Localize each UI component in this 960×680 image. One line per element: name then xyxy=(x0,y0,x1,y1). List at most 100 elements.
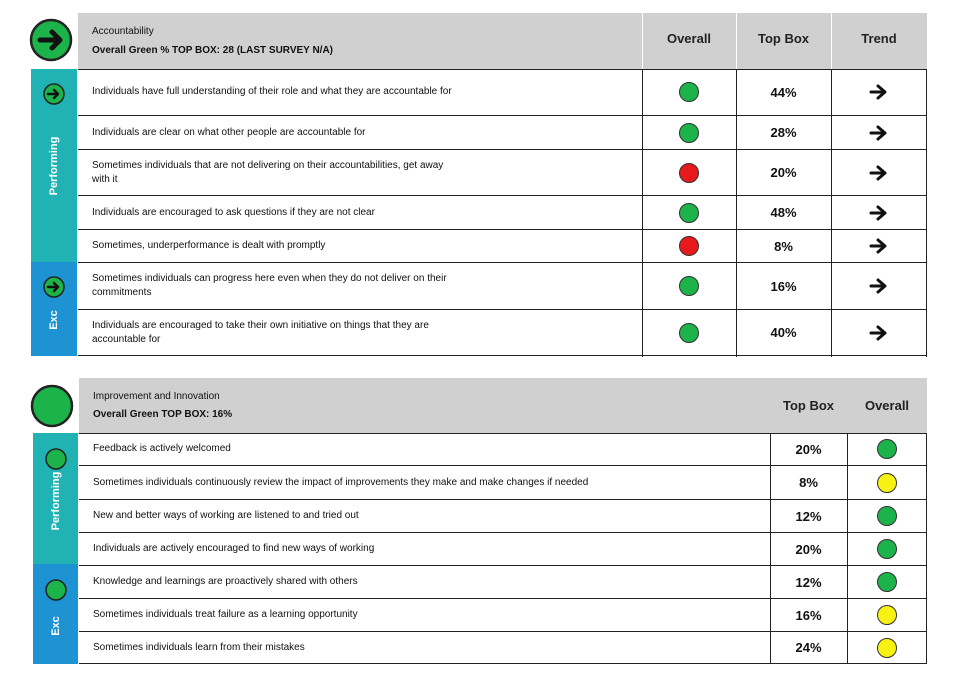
overall-cell xyxy=(642,196,736,229)
section-title: Accountability xyxy=(92,26,154,37)
status-dot-red xyxy=(679,162,699,183)
trend-cell xyxy=(831,263,927,309)
status-dot-green xyxy=(679,82,699,102)
band-label: Exc xyxy=(49,616,62,636)
improvement-status-icon xyxy=(30,384,74,428)
status-dot-green xyxy=(877,506,897,526)
trend-cell xyxy=(831,310,927,355)
top-box-value: 8% xyxy=(799,475,818,490)
overall-cell xyxy=(642,263,736,309)
section-title: Improvement and Innovation xyxy=(93,391,220,402)
overall-cell xyxy=(642,116,736,149)
trend-cell xyxy=(831,69,927,115)
status-dot-green xyxy=(877,572,897,592)
top-box-value: 40% xyxy=(770,325,797,340)
overall-cell xyxy=(847,500,927,532)
statement-text: Sometimes individuals learn from their m… xyxy=(93,641,305,653)
band-label: Performing xyxy=(49,471,62,531)
table-row: Sometimes, underperformance is dealt wit… xyxy=(78,230,927,263)
header-divider xyxy=(736,13,737,69)
col-header-overall: Overall xyxy=(864,398,910,413)
column-divider xyxy=(770,434,771,664)
top-box-value: 20% xyxy=(795,541,822,557)
arrow-right-icon xyxy=(869,164,889,182)
table-row: Sometimes individuals learn from their m… xyxy=(79,632,927,664)
statement-text: Knowledge and learnings are proactively … xyxy=(93,576,358,587)
top-box-value: 8% xyxy=(774,238,793,254)
table-row: Sometimes individuals treat failure as a… xyxy=(79,599,927,632)
overall-cell xyxy=(642,230,736,262)
trend-cell xyxy=(831,116,927,149)
band-exc: Exc xyxy=(31,262,77,356)
column-divider xyxy=(831,70,832,357)
overall-cell xyxy=(847,533,927,565)
accountability-table xyxy=(78,69,927,357)
table-row: Individuals are encouraged to ask questi… xyxy=(78,196,927,230)
status-dot-green xyxy=(877,539,897,559)
top-box-value: 28% xyxy=(770,125,797,140)
arrow-right-icon xyxy=(869,204,889,222)
statement-text: Individuals have full understanding of t… xyxy=(92,86,452,97)
top-box-value: 44% xyxy=(770,84,797,100)
green-circle-icon xyxy=(44,448,67,475)
column-divider xyxy=(642,70,643,357)
table-row: Individuals have full understanding of t… xyxy=(78,69,927,116)
column-divider xyxy=(736,70,737,357)
status-dot-green xyxy=(679,322,699,343)
green-circle-icon xyxy=(44,579,67,606)
header-divider xyxy=(642,13,643,69)
overall-cell xyxy=(847,466,927,499)
statement-text: Sometimes, underperformance is dealt wit… xyxy=(92,240,326,251)
table-row: Individuals are encouraged to take their… xyxy=(78,310,927,356)
arrow-right-icon xyxy=(869,124,889,142)
statement-text: Sometimes individuals treat failure as a… xyxy=(93,609,358,620)
band-performing: Performing xyxy=(31,69,77,262)
band-performing: Performing xyxy=(33,433,78,564)
section-subtitle: Overall Green % TOP BOX: 28 (LAST SURVEY… xyxy=(92,45,334,56)
status-dot-yellow xyxy=(877,637,897,658)
status-dot-green xyxy=(679,122,699,143)
top-box-value: 16% xyxy=(770,278,797,294)
status-dot-green xyxy=(877,439,897,459)
top-box-value: 20% xyxy=(795,441,822,457)
improvement-table xyxy=(79,433,927,664)
top-box-value: 24% xyxy=(795,640,822,655)
overall-cell xyxy=(642,69,736,115)
improvement-header: Improvement and Innovation Overall Green… xyxy=(79,378,927,433)
overall-cell xyxy=(847,566,927,598)
statement-text: Individuals are clear on what other peop… xyxy=(92,126,366,138)
status-dot-green xyxy=(679,276,699,296)
statement-text: Individuals are actively encouraged to f… xyxy=(93,543,375,554)
section-subtitle: Overall Green TOP BOX: 16% xyxy=(93,409,233,420)
statement-text: Individuals are encouraged to take their… xyxy=(92,319,429,345)
arrow-right-icon xyxy=(869,237,889,255)
top-box-value: 12% xyxy=(795,508,822,524)
trend-cell xyxy=(831,230,927,262)
top-box-value: 48% xyxy=(770,205,797,220)
status-dot-yellow xyxy=(877,472,897,493)
band-label: Performing xyxy=(48,136,60,195)
overall-cell xyxy=(847,599,927,631)
statement-text: Feedback is actively welcomed xyxy=(93,443,231,454)
overall-cell xyxy=(642,150,736,195)
accountability-status-icon xyxy=(29,18,73,62)
statement-text: Sometimes individuals that are not deliv… xyxy=(92,159,444,185)
band-label: Exc xyxy=(48,310,60,331)
col-header-top-box: Top Box xyxy=(782,398,835,413)
arrow-right-icon xyxy=(43,276,65,303)
arrow-right-icon xyxy=(869,277,889,295)
table-row: Individuals are actively encouraged to f… xyxy=(79,533,927,566)
col-header-trend: Trend xyxy=(861,31,897,46)
statement-text: Sometimes individuals continuously revie… xyxy=(93,476,589,488)
status-dot-red xyxy=(679,236,699,256)
top-box-value: 20% xyxy=(770,165,797,180)
overall-cell xyxy=(642,310,736,355)
table-row: Knowledge and learnings are proactively … xyxy=(79,566,927,599)
band-exc: Exc xyxy=(33,564,78,664)
header-divider xyxy=(831,13,832,69)
col-header-overall: Overall xyxy=(666,31,712,46)
table-row: Sometimes individuals that are not deliv… xyxy=(78,150,927,196)
status-dot-yellow xyxy=(877,605,897,625)
arrow-right-icon xyxy=(43,83,65,110)
column-divider xyxy=(847,434,848,664)
